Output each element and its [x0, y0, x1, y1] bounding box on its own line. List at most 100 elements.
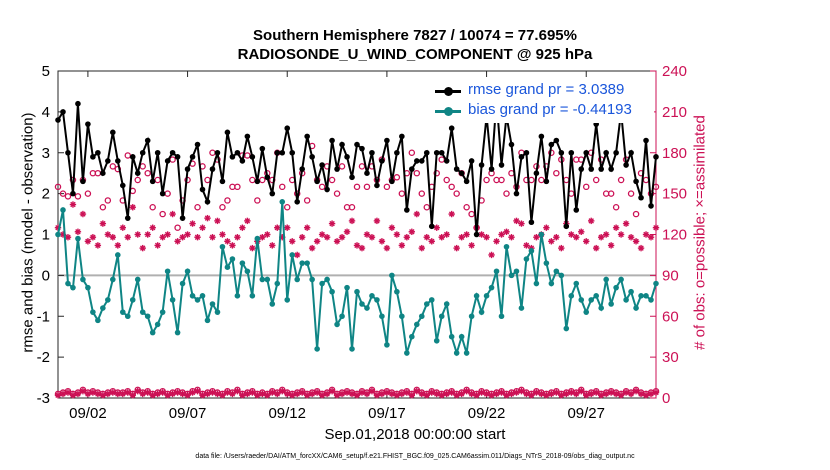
bias-series-point — [438, 313, 445, 320]
rmse-series-point — [164, 158, 171, 164]
obs-possible-point — [498, 176, 505, 184]
rmse-series-point — [379, 158, 385, 164]
obs-possible-point — [328, 176, 336, 184]
rmse-series-point — [239, 158, 246, 164]
obs-assimilated-point — [74, 390, 82, 398]
obs-possible-point — [134, 176, 141, 184]
bias-series-point — [159, 309, 166, 315]
obs-possible-point — [443, 176, 450, 184]
obs-possible-point — [303, 197, 311, 204]
obs-assimilated-point — [79, 210, 87, 218]
obs-assimilated-point — [259, 390, 266, 398]
rmse-series-point — [139, 149, 146, 156]
rmse-series-point — [583, 149, 590, 156]
bias-series-point — [613, 284, 619, 291]
bias-series-point — [174, 329, 181, 336]
bias-series-point — [493, 268, 500, 275]
obs-possible-point — [149, 203, 156, 211]
obs-assimilated-point — [423, 234, 430, 241]
rmse-series-point — [643, 137, 649, 144]
rmse-series-point — [453, 166, 460, 172]
obs-possible-point — [348, 203, 356, 211]
obs-assimilated-point — [164, 231, 171, 238]
y-right-tick-label: 0 — [662, 390, 670, 407]
bias-series-point — [349, 346, 355, 352]
obs-assimilated-point — [388, 224, 396, 231]
obs-assimilated-point — [503, 392, 510, 399]
obs-assimilated-point — [578, 228, 585, 235]
rmse-series-point — [463, 178, 470, 185]
obs-possible-point — [318, 183, 326, 191]
bias-series-point — [448, 333, 455, 340]
obs-assimilated-point — [79, 387, 87, 395]
rmse-series-point — [573, 207, 580, 213]
obs-assimilated-point — [548, 238, 555, 245]
bias-series-point — [618, 276, 624, 283]
bias-series-point — [239, 260, 246, 266]
x-tick-label: 09/22 — [468, 405, 506, 422]
obs-assimilated-point — [468, 242, 475, 249]
bias-series-point — [334, 321, 340, 328]
obs-assimilated-point — [308, 390, 316, 398]
bias-series-point — [294, 276, 301, 283]
obs-assimilated-point — [64, 234, 72, 241]
obs-assimilated-point — [478, 389, 485, 396]
obs-assimilated-point — [543, 392, 550, 399]
rmse-series-point — [538, 133, 545, 140]
rmse-series-point — [134, 170, 141, 176]
legend-bias-marker-icon — [444, 107, 453, 116]
bias-series-point — [468, 313, 475, 320]
obs-assimilated-point — [558, 244, 565, 252]
rmse-series-point — [354, 141, 360, 148]
rmse-series-point — [633, 178, 639, 185]
rmse-series-point — [349, 174, 355, 181]
bias-series-point — [189, 293, 196, 299]
y-left-tick-label: 3 — [42, 145, 50, 162]
obs-assimilated-point — [269, 242, 276, 249]
obs-possible-point — [283, 203, 291, 211]
obs-assimilated-point — [583, 392, 590, 399]
obs-possible-point — [553, 169, 560, 177]
y-right-tick-label: 30 — [662, 349, 679, 366]
obs-assimilated-point — [363, 231, 371, 238]
y-right-tick-label: 120 — [662, 227, 687, 244]
rmse-series-point — [269, 190, 276, 197]
obs-assimilated-point — [413, 387, 420, 395]
bias-series-point — [75, 235, 81, 242]
obs-possible-point — [503, 190, 510, 197]
rmse-series-point — [274, 149, 281, 156]
bias-series-point — [573, 280, 580, 287]
rmse-series-point — [159, 190, 166, 197]
obs-assimilated-point — [568, 231, 575, 238]
obs-assimilated-point — [602, 231, 610, 238]
rmse-series-point — [588, 166, 595, 172]
rmse-series-point — [284, 125, 291, 132]
obs-assimilated-point — [398, 390, 406, 398]
obs-assimilated-point — [627, 390, 635, 398]
rmse-series-point — [468, 158, 475, 164]
bias-series-point — [299, 260, 305, 266]
bias-series-point — [384, 342, 390, 348]
obs-possible-point — [592, 176, 600, 184]
bias-series-point — [90, 309, 96, 315]
bias-series-point — [154, 321, 161, 328]
obs-assimilated-point — [563, 390, 570, 398]
rmse-series-point — [638, 194, 644, 201]
bias-series-point — [623, 297, 629, 303]
bias-series-point — [463, 350, 470, 356]
bias-series-point — [169, 297, 176, 303]
x-tick-label: 09/27 — [567, 405, 605, 422]
obs-assimilated-point — [139, 390, 146, 398]
obs-possible-point — [159, 210, 166, 218]
obs-assimilated-point — [239, 224, 246, 231]
rmse-series-point — [209, 166, 216, 172]
y-right-tick-label: 150 — [662, 186, 687, 203]
bias-series-point — [389, 272, 395, 279]
obs-assimilated-point — [189, 220, 196, 227]
obs-assimilated-point — [647, 390, 655, 398]
rmse-series-point — [394, 149, 400, 156]
obs-assimilated-point — [308, 244, 316, 252]
obs-assimilated-point — [328, 387, 336, 395]
bias-series-point — [608, 301, 614, 307]
rmse-series-point — [418, 158, 425, 164]
